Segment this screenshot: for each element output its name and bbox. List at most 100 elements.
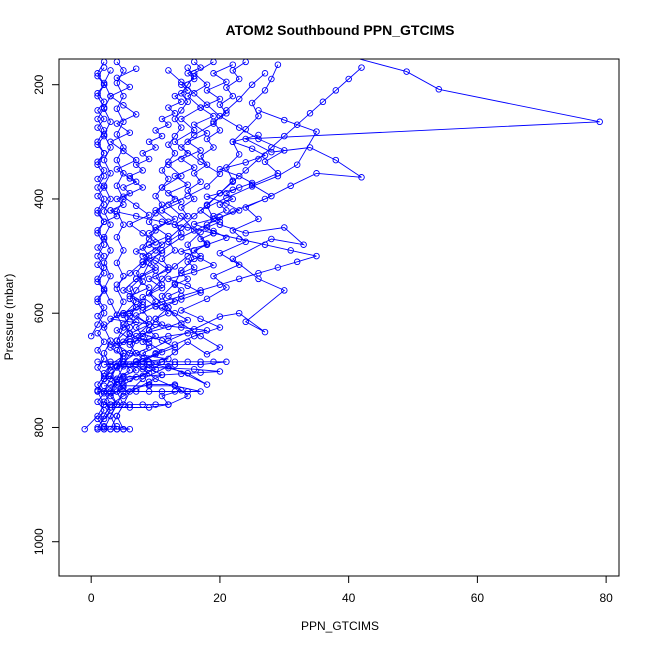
data-point bbox=[332, 156, 340, 164]
data-point bbox=[268, 144, 275, 151]
series-line bbox=[103, 64, 279, 430]
data-point bbox=[203, 135, 211, 143]
data-point bbox=[126, 295, 134, 303]
series-line bbox=[109, 61, 246, 405]
data-point bbox=[107, 67, 114, 74]
data-point bbox=[132, 65, 140, 72]
data-point bbox=[178, 155, 185, 163]
data-point bbox=[139, 304, 146, 311]
data-point bbox=[210, 118, 217, 126]
data-point bbox=[216, 127, 224, 134]
data-point bbox=[152, 192, 159, 200]
data-point bbox=[132, 156, 140, 164]
data-point bbox=[107, 363, 114, 370]
data-point bbox=[120, 221, 127, 228]
data-point bbox=[113, 233, 121, 241]
series-3 bbox=[107, 107, 320, 433]
series-line bbox=[104, 365, 220, 380]
data-point bbox=[300, 241, 307, 248]
data-point bbox=[94, 347, 101, 354]
series-line bbox=[84, 70, 118, 430]
data-point bbox=[113, 74, 121, 82]
data-point bbox=[255, 269, 262, 277]
series-24 bbox=[120, 184, 243, 380]
data-point bbox=[107, 92, 114, 100]
series-23 bbox=[87, 59, 108, 340]
data-point bbox=[235, 275, 243, 283]
data-point bbox=[126, 318, 134, 326]
data-point bbox=[107, 344, 114, 351]
data-point bbox=[81, 425, 88, 433]
data-point bbox=[100, 264, 108, 271]
data-point bbox=[197, 252, 204, 260]
data-point bbox=[171, 361, 179, 368]
data-point bbox=[152, 332, 159, 340]
data-point bbox=[216, 101, 224, 108]
data-point bbox=[171, 263, 179, 270]
data-point bbox=[358, 64, 365, 71]
data-point bbox=[107, 315, 114, 323]
data-point bbox=[596, 118, 603, 126]
data-point bbox=[216, 281, 224, 288]
data-point bbox=[281, 147, 288, 154]
data-point bbox=[107, 170, 114, 177]
data-point bbox=[210, 272, 217, 280]
data-point bbox=[145, 335, 153, 343]
data-point bbox=[203, 295, 211, 303]
data-point bbox=[293, 161, 301, 168]
data-point bbox=[281, 132, 288, 140]
data-point bbox=[274, 61, 282, 68]
data-point bbox=[197, 287, 204, 294]
data-point bbox=[107, 372, 114, 380]
data-point bbox=[132, 287, 140, 294]
data-point bbox=[132, 373, 140, 381]
data-point bbox=[100, 321, 108, 328]
series-line bbox=[110, 109, 318, 430]
data-point bbox=[216, 313, 224, 320]
data-point bbox=[100, 361, 108, 368]
data-point bbox=[100, 241, 108, 248]
data-point bbox=[255, 215, 262, 223]
data-point bbox=[190, 121, 198, 128]
data-point bbox=[190, 264, 198, 271]
data-point bbox=[216, 213, 224, 221]
data-point bbox=[139, 258, 146, 266]
data-point bbox=[113, 412, 121, 420]
data-point bbox=[94, 398, 101, 406]
data-point bbox=[132, 349, 140, 357]
data-point bbox=[100, 389, 108, 397]
data-point bbox=[203, 224, 211, 231]
series-17 bbox=[100, 401, 172, 411]
data-point bbox=[165, 141, 172, 148]
data-point bbox=[113, 105, 121, 112]
data-point bbox=[171, 382, 179, 390]
data-point bbox=[210, 212, 217, 220]
series-13 bbox=[107, 131, 269, 408]
data-point bbox=[100, 401, 108, 408]
data-point bbox=[94, 388, 101, 395]
data-point bbox=[139, 338, 146, 346]
data-point bbox=[113, 401, 121, 408]
data-point bbox=[94, 381, 101, 388]
data-point bbox=[113, 182, 121, 190]
data-point bbox=[132, 324, 140, 331]
data-point bbox=[145, 315, 153, 323]
data-point bbox=[229, 195, 237, 203]
data-point bbox=[107, 272, 114, 280]
data-point bbox=[281, 224, 288, 231]
x-tick-label: 80 bbox=[599, 591, 613, 605]
data-point bbox=[171, 132, 179, 140]
data-point bbox=[132, 358, 140, 366]
data-point bbox=[184, 224, 191, 231]
data-point bbox=[120, 298, 127, 306]
data-point bbox=[248, 81, 256, 88]
data-point bbox=[197, 64, 204, 71]
data-point bbox=[145, 138, 153, 146]
data-point bbox=[178, 204, 185, 211]
data-point bbox=[165, 401, 172, 408]
x-tick-label: 40 bbox=[342, 591, 356, 605]
data-point bbox=[178, 90, 185, 97]
data-point bbox=[94, 298, 101, 306]
data-point bbox=[113, 59, 121, 66]
data-point bbox=[94, 424, 101, 431]
